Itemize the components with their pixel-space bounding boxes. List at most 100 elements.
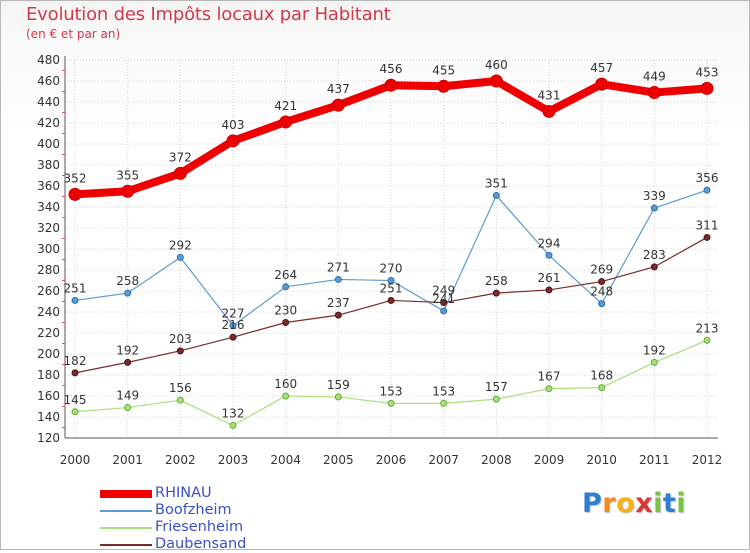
series-line [74, 236, 708, 374]
y-tick-label: 260 [37, 284, 60, 298]
x-tick-label: 2004 [270, 453, 301, 467]
data-point [545, 251, 553, 259]
data-label: 351 [485, 176, 508, 190]
legend-item-boofzheim: Boofzheim [100, 502, 320, 519]
data-label: 167 [538, 370, 561, 384]
data-label: 145 [64, 393, 87, 407]
data-label: 192 [116, 343, 139, 357]
data-label: 153 [380, 384, 403, 398]
data-label: 456 [380, 62, 403, 76]
data-point [440, 307, 448, 315]
brand-logo: Proxiti [582, 488, 686, 519]
data-label: 203 [169, 332, 192, 346]
data-label: 264 [274, 268, 297, 282]
data-label: 352 [64, 171, 87, 185]
chart-subtitle: (en € et par an) [26, 27, 121, 41]
data-label: 421 [274, 99, 297, 113]
data-label: 241 [432, 292, 455, 306]
data-label: 311 [696, 218, 719, 232]
series-rhinau [68, 74, 714, 201]
data-point [279, 115, 293, 129]
data-point [545, 385, 553, 393]
legend-item-friesenheim: Friesenheim [100, 519, 320, 536]
data-label: 283 [643, 248, 666, 262]
y-tick-label: 440 [37, 95, 60, 109]
data-label: 248 [590, 285, 613, 299]
x-tick-label: 2003 [218, 453, 249, 467]
x-tick-label: 2011 [639, 453, 670, 467]
x-tick-label: 2009 [534, 453, 565, 467]
legend-swatch [100, 510, 152, 512]
data-point [492, 289, 500, 297]
data-labels: 352 355 372 403 421 437 456 455 460 431 457 449 453 2… [64, 58, 719, 420]
brand-letter: i [653, 488, 663, 519]
data-label: 182 [64, 354, 87, 368]
data-label: 449 [643, 70, 666, 84]
data-point [598, 384, 606, 392]
data-point [595, 77, 609, 91]
legend: RHINAU Boofzheim Friesenheim Daubensand [100, 485, 320, 553]
legend-swatch [100, 490, 152, 498]
brand-letter: t [662, 488, 677, 519]
x-tick-label: 2001 [112, 453, 143, 467]
data-point [650, 204, 658, 212]
legend-item-daubensand: Daubensand [100, 536, 320, 553]
y-tick-label: 280 [37, 263, 60, 277]
data-label: 403 [222, 118, 245, 132]
data-point [121, 184, 135, 198]
data-point [282, 283, 290, 291]
data-point [492, 395, 500, 403]
data-label: 249 [432, 284, 455, 298]
series-daubensand [71, 233, 711, 377]
data-label: 157 [485, 380, 508, 394]
data-point [387, 296, 395, 304]
data-point [229, 333, 237, 341]
data-point [229, 322, 237, 330]
y-tick-label: 460 [37, 74, 60, 88]
data-label: 356 [696, 171, 719, 185]
legend-label: RHINAU [155, 485, 212, 501]
x-tick-label: 2006 [376, 453, 407, 467]
data-label: 251 [380, 281, 403, 295]
data-point [334, 393, 342, 401]
data-point [647, 86, 661, 100]
data-point [334, 311, 342, 319]
data-label: 251 [64, 281, 87, 295]
series-boofzheim [71, 186, 711, 330]
data-label: 237 [327, 296, 350, 310]
data-point [440, 399, 448, 407]
data-label: 213 [696, 321, 719, 335]
brand-letter: o [616, 488, 636, 519]
data-point [492, 191, 500, 199]
brand-letter: i [676, 488, 687, 519]
data-point [176, 253, 184, 261]
axes: 120 140 160 180 200 220 240 260 280 300 320 340 360 3… [37, 53, 722, 467]
data-label: 271 [327, 260, 350, 274]
data-label: 269 [590, 263, 613, 277]
data-point [226, 134, 240, 148]
y-tick-label: 400 [37, 137, 60, 151]
y-tick-label: 120 [37, 431, 60, 445]
y-tick-label: 480 [37, 53, 60, 67]
legend-label: Boofzheim [155, 502, 232, 518]
data-label: 339 [643, 189, 666, 203]
x-tick-label: 2005 [323, 453, 354, 467]
x-tick-label: 2012 [692, 453, 723, 467]
data-label: 159 [327, 378, 350, 392]
grid [65, 59, 718, 439]
y-tick-label: 360 [37, 179, 60, 193]
data-point [229, 421, 237, 429]
data-point [650, 263, 658, 271]
data-point [598, 300, 606, 308]
data-label: 192 [643, 343, 666, 357]
data-point [331, 98, 345, 112]
data-label: 457 [590, 61, 613, 75]
data-point [440, 299, 448, 307]
data-label: 460 [485, 58, 508, 72]
data-point [173, 166, 187, 180]
data-point [650, 358, 658, 366]
data-point [68, 187, 82, 201]
legend-label: Friesenheim [155, 519, 244, 535]
data-point [703, 233, 711, 241]
y-tick-label: 240 [37, 305, 60, 319]
